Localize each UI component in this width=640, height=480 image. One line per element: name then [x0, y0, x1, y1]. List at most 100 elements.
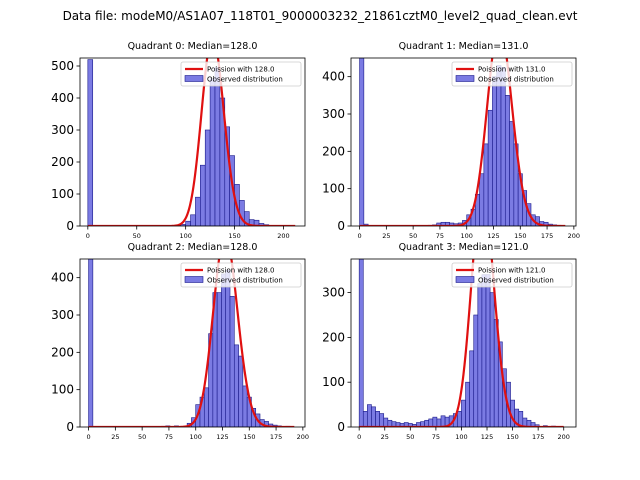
quadrant-2-y-tick-label: 0	[66, 420, 74, 434]
quadrant-0-y-tick-label: 200	[51, 155, 74, 169]
quadrant-1-legend-line-label: Poission with 131.0	[478, 66, 546, 74]
quadrant-1-x-tick-label: 75	[436, 232, 444, 240]
quadrant-0-legend-box	[180, 61, 302, 87]
quadrant-3-bar	[465, 381, 470, 427]
quadrant-0-title: Quadrant 0: Median=128.0	[128, 41, 258, 52]
quadrant-3-bar	[432, 416, 438, 427]
quadrant-1-bar	[496, 65, 502, 226]
quadrant-2-bar	[88, 259, 94, 427]
quadrant-3-poisson-line	[359, 259, 564, 427]
quadrant-0-x-tick-label: 200	[277, 232, 289, 240]
quadrant-0-bar	[214, 67, 221, 226]
quadrant-2-x-tick-label: 75	[165, 433, 173, 441]
quadrant-3-bar	[379, 413, 385, 427]
quadrant-0-y-tick-label: 300	[51, 123, 74, 137]
quadrant-1-legend: Poission with 131.0 Observed distribution	[451, 61, 573, 87]
quadrant-3-bar	[362, 411, 368, 427]
quadrant-3-bar	[485, 274, 491, 427]
quadrant-3-bar	[428, 418, 434, 427]
quadrant-3-bar	[358, 259, 364, 427]
quadrant-0-bar	[190, 214, 196, 226]
quadrant-3-bar	[489, 292, 495, 427]
quadrant-0-y-tick-label: 0	[66, 219, 74, 233]
quadrant-3-legend: Poission with 121.0 Observed distribution	[451, 262, 573, 288]
quadrant-1-bar	[509, 121, 515, 226]
quadrant-3-bar	[469, 350, 475, 427]
quadrant-3-panel: 0 25 50 75 100 125 150 175 200 0 100 200 300 Quadrant…	[322, 242, 577, 441]
quadrant-0-bar	[204, 129, 211, 226]
quadrant-1-x-tick-label: 175	[541, 232, 553, 240]
quadrant-1-y-tick-label: 400	[322, 70, 345, 84]
quadrant-0-bar	[253, 219, 260, 226]
quadrant-0-bar	[209, 78, 216, 226]
quadrant-1-y-tick-label: 200	[322, 144, 345, 158]
quadrant-3-x-tick-label: 25	[381, 433, 389, 441]
quadrant-2-bar	[221, 273, 227, 427]
quadrant-1-y-tick-label: 100	[322, 182, 345, 196]
quadrant-3-bar	[367, 404, 372, 427]
quadrant-3-bar	[473, 314, 479, 427]
quadrant-1-x-tick-label: 25	[382, 232, 390, 240]
quadrant-3-y-tick-label: 0	[337, 420, 345, 434]
quadrant-1-plot-area	[359, 58, 566, 226]
quadrant-0-y-tick-label: 500	[51, 59, 74, 73]
quadrant-2-bar	[238, 355, 244, 427]
quadrant-3-x-tick-label: 100	[455, 433, 467, 441]
quadrant-1-y-tick-label: 0	[337, 219, 345, 233]
figure-title: Data file: modeM0/AS1A07_118T01_90000032…	[63, 9, 578, 23]
quadrant-2-title: Quadrant 2: Median=128.0	[128, 242, 258, 253]
quadrant-2-y-tick-label: 400	[51, 271, 74, 285]
quadrant-3-bar	[461, 399, 466, 427]
quadrant-1-legend-bar-swatch	[455, 75, 475, 82]
quadrant-2-y-tick-label: 100	[51, 383, 74, 397]
quadrant-1-bar	[492, 76, 498, 226]
quadrant-1-legend-bar-label: Observed distribution	[478, 76, 554, 84]
quadrant-1-axes-frame	[350, 57, 577, 227]
quadrant-3-bar	[383, 417, 389, 427]
quadrant-1-x-tick-label: 150	[514, 232, 526, 240]
quadrant-0-y-tick-label: 400	[51, 91, 74, 105]
quadrant-3-bar	[440, 415, 446, 427]
quadrant-0-axes-frame	[79, 57, 306, 227]
quadrant-1-title: Quadrant 1: Median=131.0	[399, 41, 529, 52]
quadrant-2-y-tick-label: 300	[51, 308, 74, 322]
quadrant-0-panel: 0 50 100 150 200 0 100 200 300 400 500 Quadrant 0: …	[51, 41, 306, 240]
quadrant-1-bar	[483, 143, 489, 226]
quadrant-2-legend-line-label: Poission with 128.0	[207, 267, 275, 275]
quadrant-1-panel: 0 25 50 75 100 125 150 175 200 0 100 200 300 400 Quadr…	[322, 41, 580, 240]
quadrant-1-bar	[500, 67, 506, 226]
quadrant-3-y-tick-label: 200	[322, 330, 345, 344]
quadrant-2-x-tick-label: 0	[87, 433, 91, 441]
quadrant-0-x-tick-label: 0	[86, 232, 90, 240]
quadrant-2-axes-frame	[79, 258, 306, 428]
quadrant-3-bar	[534, 424, 540, 427]
quadrant-3-bar	[457, 411, 462, 427]
quadrant-2-legend: Poission with 128.0 Observed distribution	[180, 262, 302, 288]
quadrant-3-bar	[375, 411, 380, 427]
quadrant-2-bar	[229, 296, 235, 427]
quadrant-3-bar	[477, 283, 483, 427]
quadrant-3-x-tick-label: 125	[481, 433, 493, 441]
quadrant-3-title: Quadrant 3: Median=121.0	[399, 242, 529, 253]
quadrant-2-x-tick-label: 150	[243, 433, 255, 441]
quadrant-2-x-tick-label: 200	[297, 433, 309, 441]
quadrant-0-legend-bar-swatch	[184, 75, 204, 82]
quadrant-0-bar	[195, 196, 201, 226]
quadrant-2-x-tick-label: 50	[138, 433, 146, 441]
quadrant-3-x-tick-label: 200	[558, 433, 570, 441]
quadrant-0-x-tick-label: 50	[133, 232, 141, 240]
quadrant-0-bar	[185, 220, 191, 226]
quadrant-2-y-tick-label: 200	[51, 345, 74, 359]
quadrant-3-x-tick-label: 175	[532, 433, 544, 441]
quadrant-3-bar	[436, 418, 442, 427]
quadrant-2-legend-box	[180, 262, 302, 288]
quadrant-3-bar	[481, 274, 487, 427]
quadrant-2-bar	[203, 387, 209, 427]
quadrant-0-bar	[200, 164, 206, 226]
quadrant-3-axes-frame	[350, 258, 577, 428]
quadrant-2-legend-bar-swatch	[184, 276, 204, 283]
quadrant-0-legend-bar-label: Observed distribution	[207, 76, 283, 84]
quadrant-2-x-tick-label: 25	[111, 433, 119, 441]
